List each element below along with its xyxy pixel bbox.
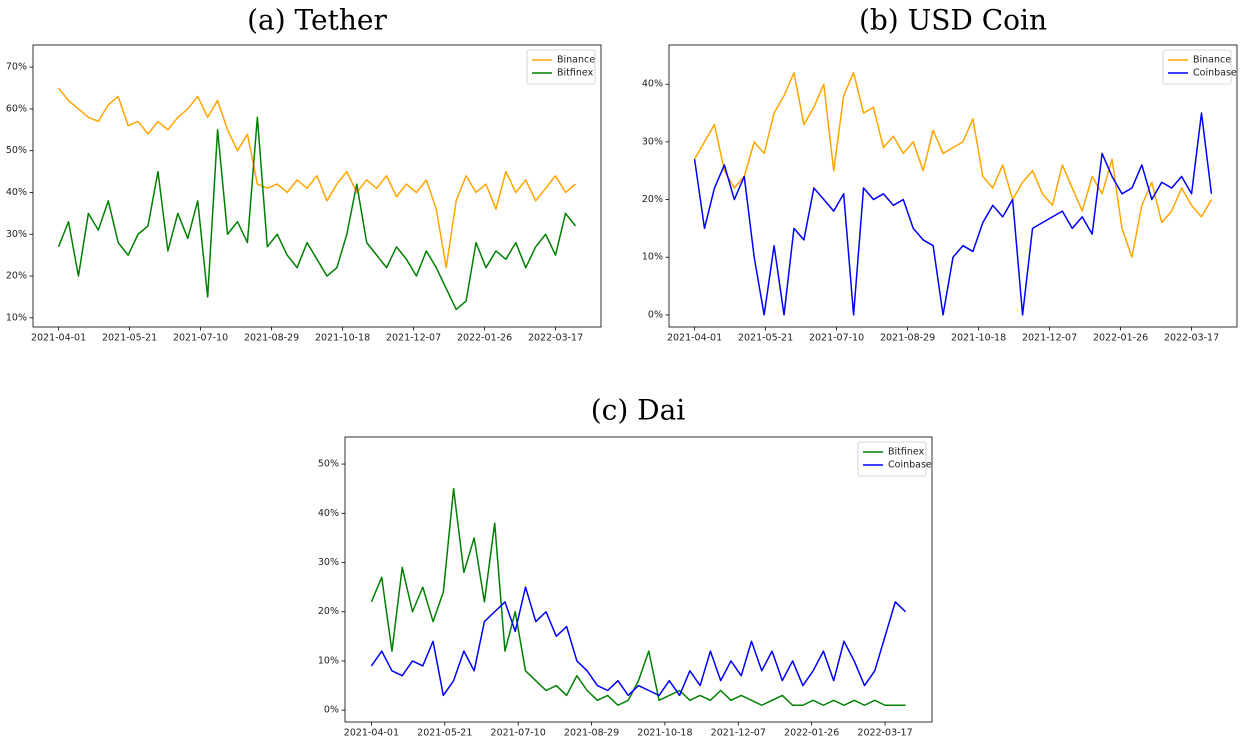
legend-box [1162,49,1232,85]
y-tick-label: 30% [6,229,27,240]
y-tick-label: 60% [6,103,27,114]
y-tick-label: 50% [318,459,339,470]
x-tick-label: 2021-12-07 [711,728,766,739]
y-tick-label: 30% [318,557,339,568]
series-line [57,87,576,269]
x-tick-label: 2021-04-01 [31,333,86,344]
x-tick-label: 2021-07-10 [491,728,546,739]
x-tick-label: 2021-05-21 [417,728,472,739]
x-tick-label: 2021-05-21 [738,333,793,344]
x-tick-label: 2022-03-17 [857,728,912,739]
y-tick-label: 70% [6,62,27,73]
y-tick-label: 10% [642,252,663,263]
chart-title: (a) Tether [247,4,387,37]
series-line [693,71,1213,258]
x-tick-label: 2021-10-18 [315,333,370,344]
axes-background [669,45,1237,327]
x-tick-label: 2021-07-10 [809,333,864,344]
x-tick-label: 2021-10-18 [637,728,692,739]
x-tick-label: 2021-07-10 [173,333,228,344]
y-tick-label: 40% [318,508,339,519]
axes-background [33,45,601,327]
y-tick-label: 20% [318,606,339,617]
y-tick-label: 0% [324,705,339,716]
series-line [370,487,906,707]
series-line [370,586,907,697]
legend-label: Coinbase [888,460,932,471]
y-tick-label: 10% [318,655,339,666]
x-tick-label: 2022-01-26 [1093,333,1148,344]
x-tick-label: 2022-01-26 [784,728,839,739]
x-tick-label: 2022-03-17 [528,333,583,344]
x-tick-label: 2021-08-29 [564,728,619,739]
x-tick-label: 2021-08-29 [880,333,935,344]
axes-background [345,437,932,722]
legend-box [526,49,596,85]
y-tick-label: 20% [642,194,663,205]
y-tick-label: 0% [648,309,663,320]
axes-frame [344,436,933,723]
x-tick-label: 2021-04-01 [344,728,399,739]
axes-frame [32,44,602,328]
y-tick-label: 50% [6,145,27,156]
y-tick-label: 20% [6,271,27,282]
y-tick-label: 10% [6,312,27,323]
y-tick-label: 30% [642,136,663,147]
chart-title: (b) USD Coin [859,4,1047,37]
legend-label: Binance [557,55,595,66]
x-tick-label: 2022-01-26 [457,333,512,344]
x-tick-label: 2021-10-18 [951,333,1006,344]
x-tick-label: 2021-12-07 [386,333,441,344]
legend-label: Binance [1193,55,1231,66]
series-line [57,116,577,311]
x-tick-label: 2021-12-07 [1022,333,1077,344]
x-tick-label: 2021-05-21 [102,333,157,344]
y-tick-label: 40% [642,79,663,90]
series-line [693,112,1213,316]
legend-label: Coinbase [1193,68,1237,79]
chart-title: (c) Dai [591,394,686,427]
legend-label: Bitfinex [888,447,925,458]
legend-box [857,441,927,477]
axes-frame [668,44,1238,328]
legend-label: Bitfinex [557,68,594,79]
x-tick-label: 2021-04-01 [667,333,722,344]
x-tick-label: 2021-08-29 [244,333,299,344]
x-tick-label: 2022-03-17 [1164,333,1219,344]
y-tick-label: 40% [6,187,27,198]
